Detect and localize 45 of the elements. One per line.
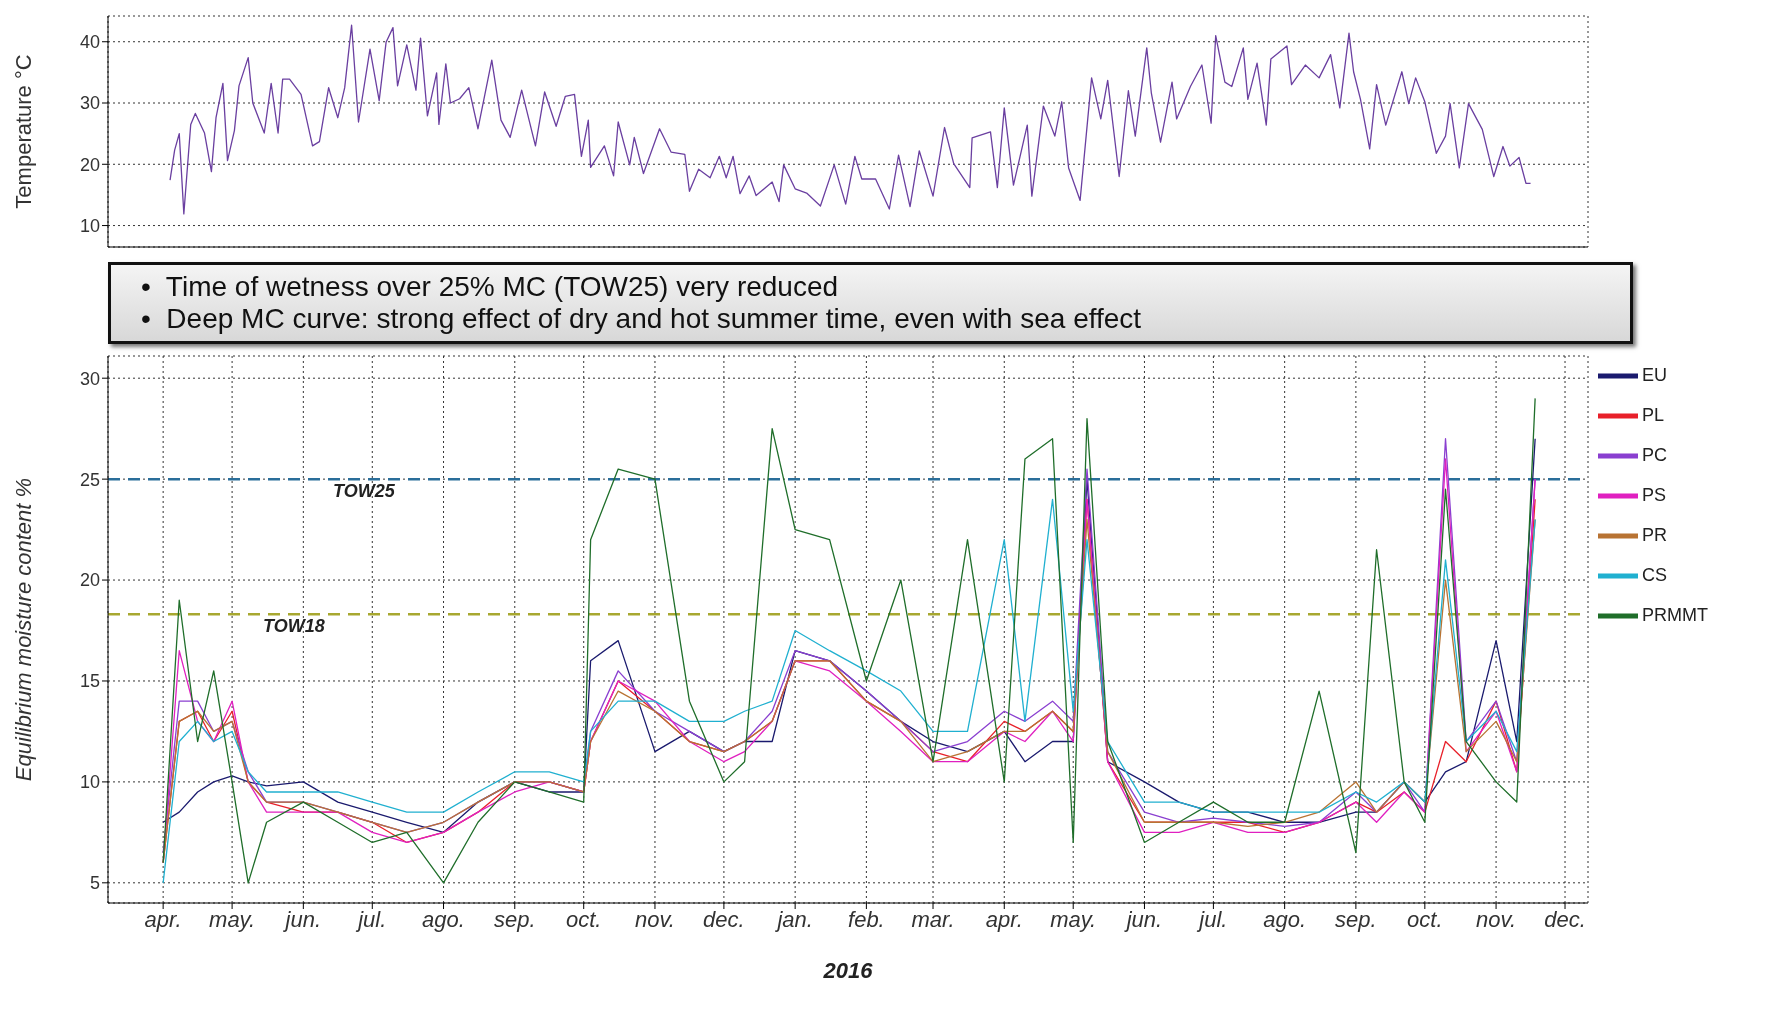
- y-tick-label: 40: [79, 32, 100, 53]
- x-tick-label: dec.: [703, 906, 745, 932]
- y-tick-label: 20: [79, 570, 100, 591]
- x-tick-label: ago.: [1263, 906, 1307, 932]
- ref-line-label: TOW25: [333, 480, 396, 501]
- legend-label: PS: [1642, 484, 1667, 505]
- y-tick-label: 30: [79, 368, 100, 389]
- text: • Deep MC curve: strong effect of dry and hot summer time, even with sea effect: [141, 303, 1143, 335]
- legend-label: PRMMT: [1642, 604, 1708, 625]
- x-tick-label: jun.: [282, 906, 322, 932]
- x-tick-label: apr.: [985, 906, 1023, 932]
- legend-label: CS: [1642, 564, 1668, 585]
- y-tick-label: 30: [79, 93, 100, 114]
- x-tick-label: oct.: [565, 906, 602, 932]
- x-tick-label: sep.: [1335, 906, 1377, 932]
- y-tick-label: 5: [89, 873, 100, 894]
- y-tick-label: 10: [79, 215, 100, 236]
- y-tick-label: 20: [79, 154, 100, 175]
- text: • Time of wetness over 25% MC (TOW25) very reduced: [141, 271, 840, 303]
- legend-label: PC: [1642, 444, 1668, 465]
- x-tick-label: may.: [209, 906, 256, 932]
- y-tick-label: 15: [79, 671, 100, 692]
- x-tick-label: jul.: [1196, 906, 1228, 932]
- x-tick-label: sep.: [493, 906, 536, 932]
- legend-label: PR: [1642, 524, 1668, 545]
- legend-label: EU: [1642, 364, 1668, 385]
- y-tick-label: 25: [79, 469, 100, 490]
- x-tick-label: ago.: [422, 906, 465, 932]
- x-tick-label: jun.: [1123, 906, 1163, 932]
- x-tick-label: nov.: [1476, 906, 1517, 932]
- x-tick-label: oct.: [1407, 906, 1443, 932]
- x-tick-label: mar.: [911, 906, 955, 932]
- x-tick-label: dec.: [1544, 906, 1586, 932]
- ref-line-label: TOW18: [263, 616, 325, 637]
- y-axis-title: Equilibrium moisture content %: [10, 477, 36, 782]
- x-tick-label: jul.: [355, 906, 387, 932]
- x-tick-label: apr.: [144, 906, 182, 932]
- x-axis-title: 2016: [822, 958, 874, 983]
- x-tick-label: may.: [1050, 906, 1097, 932]
- x-tick-label: nov.: [634, 906, 675, 932]
- y-axis-title: Temperature °C: [10, 54, 36, 209]
- legend-label: PL: [1642, 404, 1665, 425]
- x-tick-label: jan.: [774, 906, 813, 932]
- y-tick-label: 10: [79, 772, 100, 793]
- x-tick-label: feb.: [848, 906, 885, 932]
